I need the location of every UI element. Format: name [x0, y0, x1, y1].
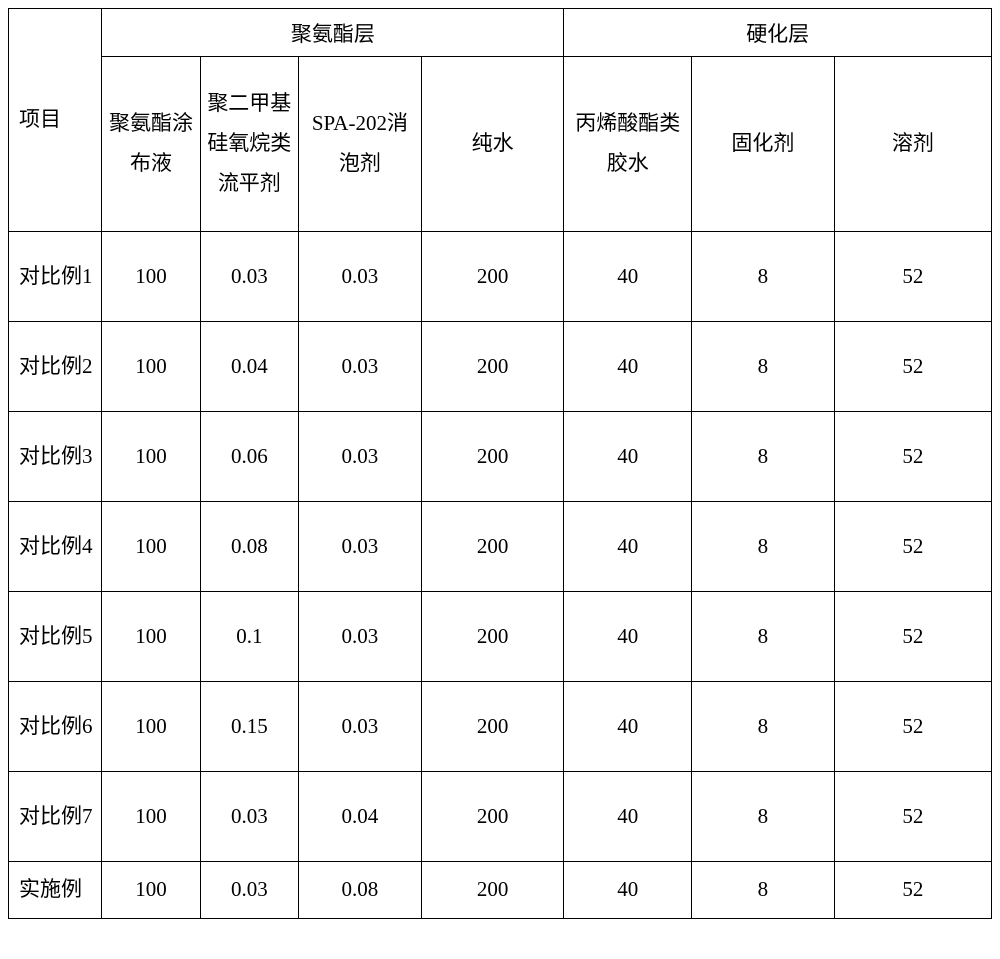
row-label: 对比例7	[9, 772, 102, 862]
data-cell: 8	[692, 862, 835, 919]
row-label: 对比例3	[9, 412, 102, 502]
table-row: 对比例1 100 0.03 0.03 200 40 8 52	[9, 232, 992, 322]
data-cell: 8	[692, 322, 835, 412]
table-row: 对比例5 100 0.1 0.03 200 40 8 52	[9, 592, 992, 682]
data-cell: 0.03	[298, 412, 421, 502]
data-cell: 8	[692, 412, 835, 502]
data-cell: 52	[834, 502, 991, 592]
data-cell: 52	[834, 862, 991, 919]
data-cell: 0.03	[298, 232, 421, 322]
data-cell: 100	[102, 502, 200, 592]
data-cell: 52	[834, 322, 991, 412]
data-cell: 40	[564, 682, 692, 772]
data-cell: 8	[692, 592, 835, 682]
data-cell: 0.03	[298, 502, 421, 592]
data-cell: 52	[834, 682, 991, 772]
data-cell: 0.03	[298, 682, 421, 772]
data-cell: 0.03	[298, 322, 421, 412]
col3-header: SPA-202消泡剂	[298, 57, 421, 232]
data-cell: 100	[102, 592, 200, 682]
data-cell: 200	[421, 862, 564, 919]
col2-header: 聚二甲基硅氧烷类流平剂	[200, 57, 298, 232]
data-cell: 40	[564, 772, 692, 862]
data-cell: 0.08	[200, 502, 298, 592]
data-cell: 100	[102, 412, 200, 502]
data-cell: 200	[421, 412, 564, 502]
data-cell: 52	[834, 232, 991, 322]
row-label: 对比例1	[9, 232, 102, 322]
row-label: 对比例5	[9, 592, 102, 682]
col5-header: 丙烯酸酯类胶水	[564, 57, 692, 232]
table-row: 对比例2 100 0.04 0.03 200 40 8 52	[9, 322, 992, 412]
data-table: 项目 聚氨酯层 硬化层 聚氨酯涂布液 聚二甲基硅氧烷类流平剂 SPA-202消泡…	[8, 8, 992, 919]
table-body: 对比例1 100 0.03 0.03 200 40 8 52 对比例2 100 …	[9, 232, 992, 919]
data-cell: 200	[421, 772, 564, 862]
data-cell: 0.04	[200, 322, 298, 412]
data-cell: 100	[102, 862, 200, 919]
data-cell: 200	[421, 682, 564, 772]
group1-header: 聚氨酯层	[102, 9, 564, 57]
table-row: 对比例6 100 0.15 0.03 200 40 8 52	[9, 682, 992, 772]
data-cell: 200	[421, 322, 564, 412]
data-cell: 40	[564, 592, 692, 682]
data-cell: 100	[102, 682, 200, 772]
data-cell: 0.15	[200, 682, 298, 772]
data-cell: 100	[102, 232, 200, 322]
data-cell: 200	[421, 592, 564, 682]
data-cell: 0.03	[200, 232, 298, 322]
table-row: 对比例4 100 0.08 0.03 200 40 8 52	[9, 502, 992, 592]
col1-header: 聚氨酯涂布液	[102, 57, 200, 232]
table-row: 对比例7 100 0.03 0.04 200 40 8 52	[9, 772, 992, 862]
data-cell: 0.03	[200, 862, 298, 919]
data-cell: 40	[564, 232, 692, 322]
data-cell: 100	[102, 322, 200, 412]
data-cell: 0.06	[200, 412, 298, 502]
data-cell: 8	[692, 502, 835, 592]
data-cell: 52	[834, 772, 991, 862]
table-row: 实施例 100 0.03 0.08 200 40 8 52	[9, 862, 992, 919]
data-cell: 40	[564, 862, 692, 919]
column-header-row: 聚氨酯涂布液 聚二甲基硅氧烷类流平剂 SPA-202消泡剂 纯水 丙烯酸酯类胶水…	[9, 57, 992, 232]
data-cell: 52	[834, 412, 991, 502]
data-cell: 200	[421, 232, 564, 322]
col6-header: 固化剂	[692, 57, 835, 232]
project-header: 项目	[9, 9, 102, 232]
col7-header: 溶剂	[834, 57, 991, 232]
data-cell: 8	[692, 682, 835, 772]
data-cell: 0.1	[200, 592, 298, 682]
data-cell: 0.08	[298, 862, 421, 919]
data-cell: 0.04	[298, 772, 421, 862]
table-row: 对比例3 100 0.06 0.03 200 40 8 52	[9, 412, 992, 502]
data-cell: 8	[692, 232, 835, 322]
data-cell: 0.03	[200, 772, 298, 862]
col4-header: 纯水	[421, 57, 564, 232]
group-header-row: 项目 聚氨酯层 硬化层	[9, 9, 992, 57]
row-label: 实施例	[9, 862, 102, 919]
row-label: 对比例6	[9, 682, 102, 772]
data-cell: 8	[692, 772, 835, 862]
data-cell: 100	[102, 772, 200, 862]
data-cell: 52	[834, 592, 991, 682]
data-cell: 40	[564, 412, 692, 502]
row-label: 对比例2	[9, 322, 102, 412]
data-cell: 40	[564, 502, 692, 592]
data-cell: 200	[421, 502, 564, 592]
data-cell: 40	[564, 322, 692, 412]
group2-header: 硬化层	[564, 9, 992, 57]
row-label: 对比例4	[9, 502, 102, 592]
data-cell: 0.03	[298, 592, 421, 682]
